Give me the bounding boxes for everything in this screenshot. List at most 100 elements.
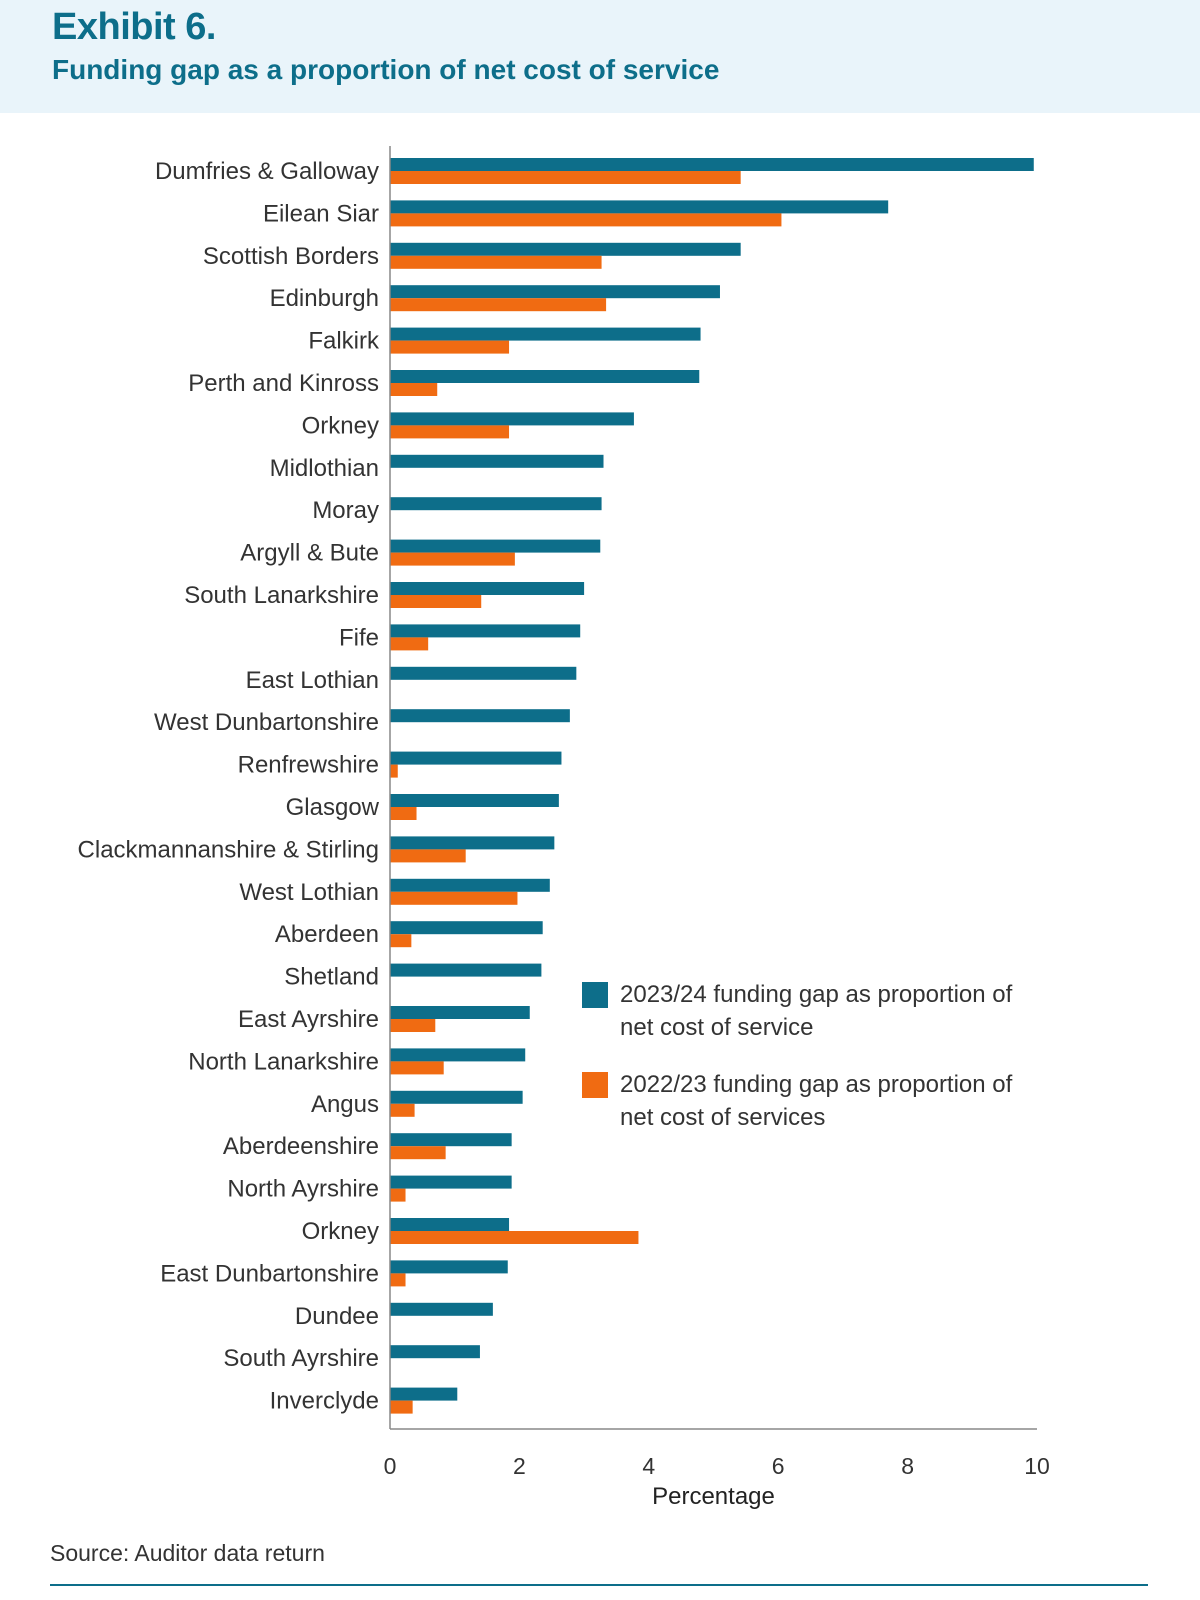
category-label: Dumfries & Galloway: [155, 158, 379, 185]
bar-2023: [390, 158, 1034, 171]
category-label: Perth and Kinross: [188, 370, 379, 397]
bar-2023: [390, 1387, 458, 1401]
bar-2022: [390, 255, 602, 269]
bar-2022: [390, 298, 607, 312]
legend-item-2023: 2023/24 funding gap as proportion of net…: [582, 978, 1052, 1044]
bar-2023: [390, 412, 634, 426]
x-tick-label: 8: [901, 1453, 914, 1479]
bar-2022: [390, 934, 412, 948]
bar-2023: [390, 1302, 493, 1316]
category-label: North Lanarkshire: [188, 1048, 379, 1075]
x-tick-label: 2: [513, 1453, 526, 1479]
bar-2022: [390, 849, 466, 863]
bar-2023: [390, 1260, 508, 1274]
bar-2023: [390, 1006, 530, 1019]
bar-2023: [390, 666, 577, 680]
bar-2023: [390, 1048, 526, 1062]
category-label: Scottish Borders: [203, 243, 379, 270]
bar-2022: [390, 1400, 413, 1414]
bar-2023: [390, 370, 700, 383]
bar-2022: [390, 552, 515, 566]
bar-2023: [390, 624, 581, 638]
category-label: Orkney: [302, 412, 379, 439]
bar-2022: [390, 1103, 415, 1117]
category-label: Orkney: [302, 1218, 379, 1245]
category-label: East Lothian: [246, 667, 379, 694]
category-label: Aberdeenshire: [223, 1133, 379, 1160]
bar-2023: [390, 1090, 523, 1104]
bar-2023: [390, 285, 720, 299]
category-label: West Dunbartonshire: [154, 709, 379, 736]
bar-2022: [390, 891, 518, 905]
category-label: Edinburgh: [270, 285, 379, 312]
category-label: West Lothian: [239, 879, 379, 906]
bar-2023: [390, 582, 585, 595]
chart-legend: 2023/24 funding gap as proportion of net…: [582, 978, 1052, 1158]
bar-2022: [390, 1231, 639, 1244]
category-label: South Ayrshire: [223, 1345, 379, 1372]
bar-2023: [390, 794, 559, 807]
category-label: North Ayrshire: [227, 1176, 379, 1203]
bar-2023: [390, 1218, 510, 1231]
bar-2023: [390, 1175, 512, 1189]
bar-2022: [390, 1061, 444, 1075]
bar-2022: [390, 171, 741, 184]
legend-label-2022: 2022/23 funding gap as proportion of net…: [620, 1071, 1013, 1131]
chart-title: Funding gap as a proportion of net cost …: [52, 54, 720, 85]
bar-2022: [390, 383, 438, 396]
bar-2022: [390, 1146, 446, 1160]
category-label: Fife: [339, 624, 379, 651]
bar-2022: [390, 637, 429, 651]
bar-2023: [390, 836, 555, 850]
x-axis-title: Percentage: [652, 1483, 775, 1510]
bar-2022: [390, 807, 417, 820]
footer-rule: [50, 1584, 1148, 1586]
bar-2023: [390, 709, 570, 723]
bar-2022: [390, 1188, 406, 1202]
category-label: Argyll & Bute: [240, 540, 379, 567]
legend-label-2023: 2023/24 funding gap as proportion of net…: [620, 981, 1013, 1041]
category-label: Angus: [311, 1091, 379, 1118]
bar-2023: [390, 497, 602, 511]
category-label: Clackmannanshire & Stirling: [78, 836, 379, 863]
bar-2023: [390, 454, 604, 468]
x-tick-label: 0: [384, 1453, 397, 1479]
exhibit-header: Exhibit 6. Funding gap as a proportion o…: [0, 0, 1200, 113]
bar-2023: [390, 963, 542, 977]
legend-swatch-2022: [582, 1072, 608, 1098]
category-label: Inverclyde: [270, 1388, 379, 1415]
bar-2023: [390, 1133, 512, 1147]
category-label: Moray: [312, 497, 379, 524]
bar-2023: [390, 539, 601, 553]
bar-2023: [390, 751, 562, 765]
x-tick-label: 10: [1024, 1453, 1050, 1479]
source-note: Source: Auditor data return: [50, 1540, 325, 1566]
bar-2022: [390, 213, 782, 227]
bar-2022: [390, 764, 398, 778]
category-label: Falkirk: [308, 328, 380, 355]
category-label: Midlothian: [270, 455, 379, 482]
bar-2023: [390, 878, 550, 892]
category-label: East Ayrshire: [238, 1006, 379, 1033]
x-tick-label: 6: [772, 1453, 785, 1479]
bar-2022: [390, 1273, 406, 1287]
bar-2023: [390, 327, 701, 341]
category-label: Eilean Siar: [263, 200, 379, 227]
legend-item-2022: 2022/23 funding gap as proportion of net…: [582, 1068, 1052, 1134]
bar-2023: [390, 242, 741, 256]
legend-swatch-2023: [582, 982, 608, 1008]
category-label: South Lanarkshire: [184, 582, 379, 609]
category-label: Dundee: [295, 1303, 379, 1330]
bar-2022: [390, 1019, 436, 1032]
category-label: Renfrewshire: [238, 752, 379, 779]
bar-2022: [390, 340, 510, 354]
bar-2023: [390, 200, 889, 214]
bar-2023: [390, 1345, 480, 1359]
category-label: Aberdeen: [275, 921, 379, 948]
category-label: East Dunbartonshire: [160, 1260, 379, 1287]
bar-chart: Dumfries & Galloway Eilean Siar Scottish B…: [78, 146, 1050, 1510]
category-label: Glasgow: [286, 794, 380, 821]
x-tick-label: 4: [642, 1453, 655, 1479]
bar-2022: [390, 595, 482, 608]
bar-2023: [390, 921, 543, 935]
